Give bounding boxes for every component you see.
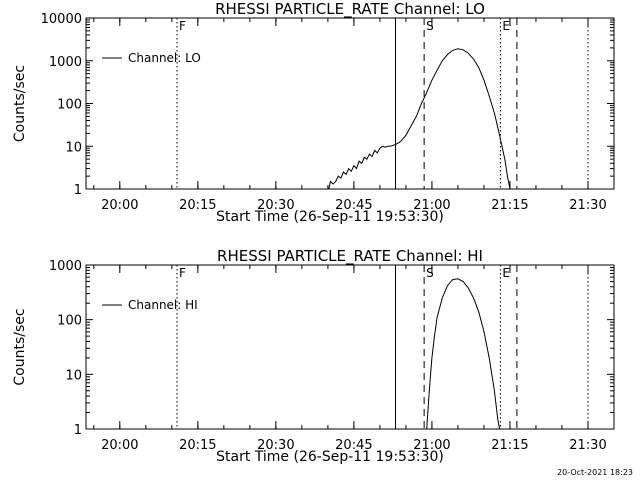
lo-chart-title: RHESSI PARTICLE_RATE Channel: LO [215, 0, 485, 19]
hi-xtick-label-1: 20:15 [179, 438, 216, 453]
hi-marker-label-2: S [426, 266, 434, 280]
lo-ytick-label-4: 10000 [41, 12, 82, 27]
hi-marker-label-3: E [502, 266, 510, 280]
lo-xtick-label-5: 21:15 [491, 198, 528, 213]
lo-xtick-label-2: 20:30 [257, 198, 294, 213]
hi-ylabel: Counts/sec [12, 308, 28, 385]
hi-xlabel: Start Time (26-Sep-11 19:53:30) [216, 449, 444, 465]
hi-series-line-0 [426, 278, 501, 430]
lo-marker-label-2: S [426, 19, 434, 33]
lo-ylabel: Counts/sec [12, 65, 28, 142]
lo-ytick-label-0: 1 [74, 183, 82, 198]
hi-xtick-label-5: 21:15 [491, 438, 528, 453]
lo-ytick-label-1: 10 [65, 140, 82, 155]
lo-marker-label-0: F [179, 19, 186, 33]
hi-xtick-label-3: 20:45 [335, 438, 372, 453]
lo-ytick-label-3: 1000 [49, 55, 82, 70]
hi-ytick-label-1: 10 [65, 368, 82, 383]
hi-ytick-label-0: 1 [74, 423, 82, 438]
lo-xtick-label-6: 21:30 [569, 198, 606, 213]
lo-xlabel: Start Time (26-Sep-11 19:53:30) [216, 209, 444, 225]
hi-plot-frame [85, 264, 615, 430]
hi-marker-label-0: F [179, 266, 186, 280]
hi-xtick-label-4: 21:00 [413, 438, 450, 453]
hi-chart-title: RHESSI PARTICLE_RATE Channel: HI [217, 247, 483, 266]
lo-xtick-label-0: 20:00 [101, 198, 138, 213]
chart-panel-lo: RHESSI PARTICLE_RATE Channel: LO 1 10 100 10… [12, 0, 615, 225]
footer-timestamp: 20-Oct-2021 18:23 [557, 468, 633, 477]
lo-legend-label: Channel: LO [128, 51, 201, 65]
hi-ytick-label-3: 1000 [49, 259, 82, 274]
lo-marker-label-3: E [502, 19, 510, 33]
hi-xtick-label-0: 20:00 [101, 438, 138, 453]
chart-panel-hi: RHESSI PARTICLE_RATE Channel: HI 1 10 100 10… [12, 247, 615, 465]
hi-xtick-label-6: 21:30 [569, 438, 606, 453]
lo-xtick-label-3: 20:45 [335, 198, 372, 213]
lo-series-line-0 [328, 48, 511, 190]
hi-xtick-label-2: 20:30 [257, 438, 294, 453]
lo-ytick-label-2: 100 [57, 98, 82, 113]
hi-ytick-label-2: 100 [57, 314, 82, 329]
lo-xtick-label-1: 20:15 [179, 198, 216, 213]
lo-xtick-label-4: 21:00 [413, 198, 450, 213]
hi-legend-label: Channel: HI [128, 298, 198, 312]
